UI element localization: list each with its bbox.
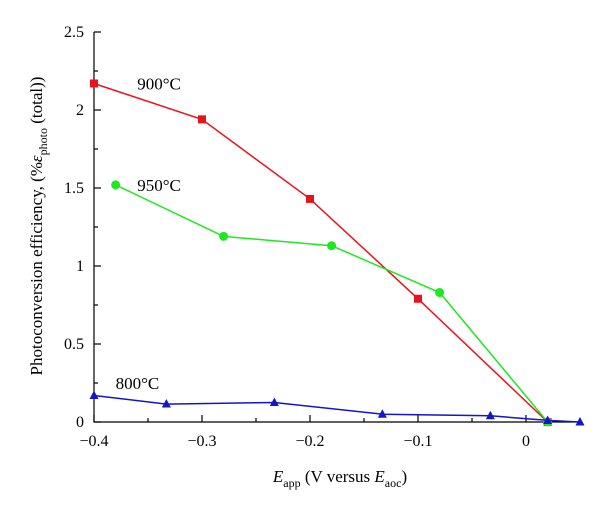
series-800C-point [269, 397, 279, 406]
x-tick-label: −0.4 [79, 433, 108, 450]
x-tick-label: 0 [522, 433, 530, 450]
x-tick-label: −0.1 [403, 433, 432, 450]
y-tick-label: 1.5 [64, 180, 84, 197]
series-950C-point [219, 231, 229, 241]
series-900C-label: 900°C [137, 74, 181, 93]
y-tick-label: 0.5 [64, 336, 84, 353]
x-axis-title-end: ) [401, 467, 407, 486]
series-800C-label: 800°C [116, 374, 160, 393]
series-900C-point [198, 115, 206, 124]
series-800C-point [89, 390, 99, 399]
series-layer: 900°C 950°C 800°C [89, 74, 585, 427]
y-axis-title: Photoconversion efficiency, (%εphoto (to… [27, 77, 50, 376]
y-axis-title-before: Photoconversion efficiency, (% [27, 162, 46, 375]
x-axis-title-var: E [272, 467, 284, 486]
series-900C-point [306, 194, 314, 203]
series-900C-point [414, 294, 422, 303]
series-950C-label: 950°C [137, 176, 181, 195]
x-axis-ticks: −0.4 −0.3 −0.2 −0.1 0 [79, 415, 581, 450]
x-axis-title-var-sub: app [283, 476, 300, 490]
y-tick-label: 2 [76, 102, 84, 119]
x-axis-title-var2-sub: aoc [385, 476, 402, 490]
series-800C-point [485, 410, 495, 420]
x-axis-title: Eapp (V versus Eaoc) [272, 467, 407, 490]
y-axis-title-var-sub: photo [36, 128, 50, 155]
series-950C-point [327, 241, 337, 251]
series-800C-line [93, 394, 581, 423]
y-tick-label: 0 [76, 414, 84, 431]
series-950C-point [435, 288, 445, 298]
series-800C-point [161, 399, 171, 408]
y-axis-ticks: 0 0.5 1 1.5 2 2.5 [64, 24, 101, 431]
y-axis-title-var: ε [27, 155, 46, 162]
series-900C-line [93, 82, 549, 423]
y-tick-label: 2.5 [64, 24, 84, 41]
series-800C-point [377, 409, 387, 418]
x-tick-label: −0.3 [187, 433, 216, 450]
y-axis-title-after: (total)) [27, 77, 46, 128]
series-800C-point [575, 417, 585, 426]
series-800C-point [543, 415, 553, 424]
series-900C-point [90, 79, 98, 88]
x-tick-label: −0.2 [295, 433, 324, 450]
series-950C-line [115, 184, 549, 423]
y-tick-label: 1 [76, 258, 84, 275]
x-axis-title-middle: (V versus [301, 467, 375, 486]
series-950C-point [111, 180, 121, 190]
x-axis-title-var2: E [373, 467, 385, 486]
